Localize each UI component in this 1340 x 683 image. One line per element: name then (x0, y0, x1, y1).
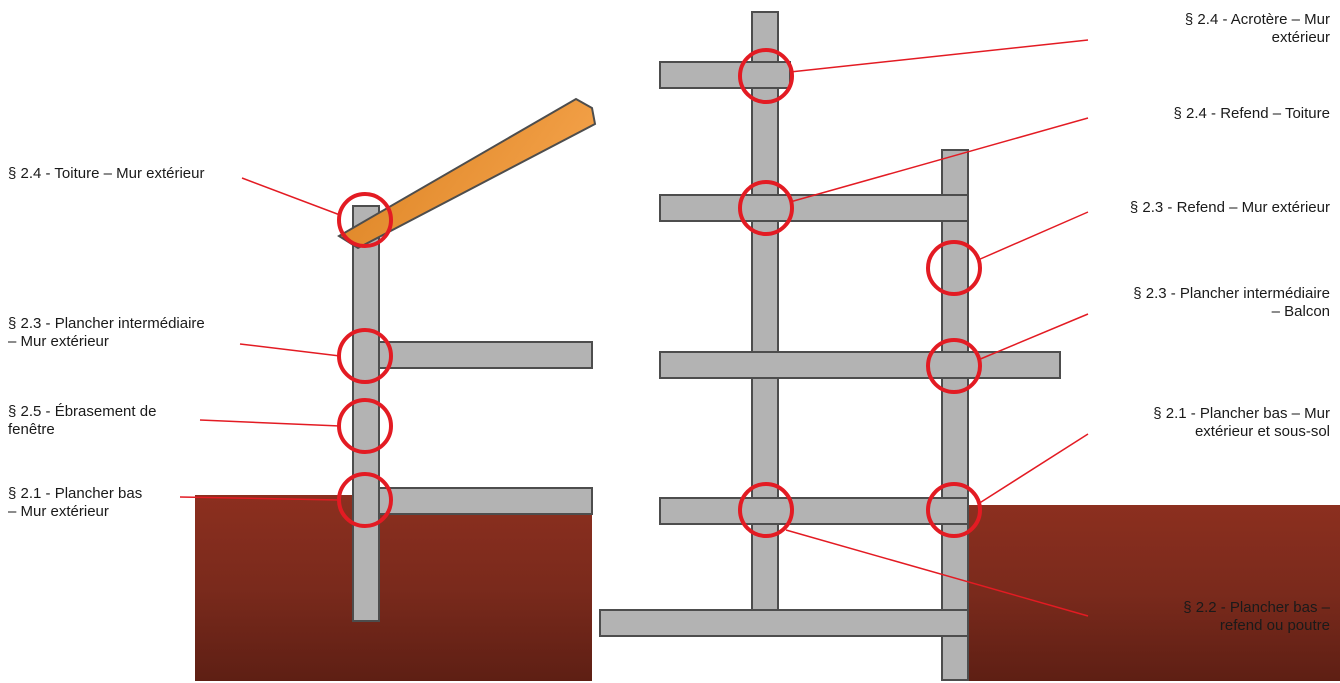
roof-left (339, 99, 595, 248)
wall-left (353, 206, 379, 621)
l-acrotere: § 2.4 - Acrotère – Murextérieur (1185, 11, 1330, 46)
l-plancher-bas-left-line1: – Mur extérieur (8, 503, 109, 520)
wall-center (752, 12, 778, 632)
l-toiture-mur-ext: § 2.4 - Toiture – Mur extérieur (8, 165, 204, 182)
l-plancher-inter-left: § 2.3 - Plancher intermédiaire– Mur exté… (8, 315, 205, 350)
l-refend-mur-ext: § 2.3 - Refend – Mur extérieur (1130, 199, 1330, 216)
floor-inter-right (660, 352, 1060, 378)
l-refend-toiture: § 2.4 - Refend – Toiture (1174, 105, 1331, 122)
l-plancher-inter-left-line1: – Mur extérieur (8, 333, 109, 350)
l-plancher-inter-left-leader (240, 344, 340, 356)
l-plancher-inter-balcon-line0: § 2.3 - Plancher intermédiaire (1133, 285, 1330, 302)
l-refend-toiture-leader (790, 118, 1088, 202)
basement-slab (600, 610, 968, 636)
l-toiture-mur-ext-line0: § 2.4 - Toiture – Mur extérieur (8, 165, 204, 182)
l-plancher-bas-sous-sol-line1: extérieur et sous-sol (1195, 423, 1330, 440)
l-plancher-bas-sous-sol-leader (978, 434, 1088, 504)
l-toiture-mur-ext-leader (242, 178, 340, 215)
l-plancher-inter-balcon: § 2.3 - Plancher intermédiaire– Balcon (1133, 285, 1330, 320)
l-plancher-bas-refend-line1: refend ou poutre (1220, 617, 1330, 634)
l-acrotere-line1: extérieur (1272, 29, 1330, 46)
floor-inter-left (379, 342, 592, 368)
l-refend-toiture-line0: § 2.4 - Refend – Toiture (1174, 105, 1331, 122)
parapet-slab (660, 62, 790, 88)
l-ebrasement-line1: fenêtre (8, 421, 55, 438)
floor-bas-left (379, 488, 592, 514)
l-plancher-inter-balcon-line1: – Balcon (1272, 303, 1330, 320)
l-plancher-inter-left-line0: § 2.3 - Plancher intermédiaire (8, 315, 205, 332)
l-acrotere-leader (790, 40, 1088, 72)
l-plancher-bas-refend-line0: § 2.2 - Plancher bas – (1183, 599, 1330, 616)
floor-bas-right (660, 498, 968, 524)
l-ebrasement: § 2.5 - Ébrasement defenêtre (8, 403, 156, 438)
l-refend-mur-ext-leader (978, 212, 1088, 260)
roof-slab (660, 195, 968, 221)
l-plancher-bas-left-line0: § 2.1 - Plancher bas (8, 485, 142, 502)
l-acrotere-line0: § 2.4 - Acrotère – Mur (1185, 11, 1330, 28)
l-plancher-bas-left: § 2.1 - Plancher bas– Mur extérieur (8, 485, 142, 520)
l-refend-mur-ext-line0: § 2.3 - Refend – Mur extérieur (1130, 199, 1330, 216)
wall-right (942, 150, 968, 680)
l-ebrasement-leader (200, 420, 340, 426)
ground-right (968, 505, 1340, 681)
l-ebrasement-line0: § 2.5 - Ébrasement de (8, 403, 156, 420)
ground-left (195, 495, 592, 681)
l-plancher-bas-sous-sol-line0: § 2.1 - Plancher bas – Mur (1153, 405, 1330, 422)
l-plancher-bas-sous-sol: § 2.1 - Plancher bas – Murextérieur et s… (1153, 405, 1330, 440)
